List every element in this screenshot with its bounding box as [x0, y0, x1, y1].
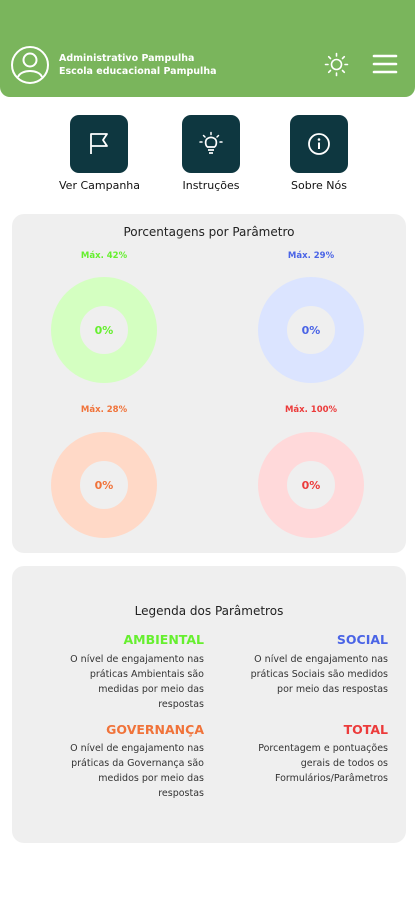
legend-desc-line: gerais de todos os	[300, 758, 388, 769]
app-header: Administrativo Pampulha Escola educacion…	[0, 0, 415, 97]
ver-campanha-label: Ver Campanha	[59, 179, 141, 192]
sobre-nos-button[interactable]: Sobre Nós	[279, 115, 359, 192]
legend-desc-line: O nível de engajamento nas	[70, 654, 204, 665]
donut-ambiental: 0%	[51, 277, 157, 383]
legend-desc-line: respostas	[158, 699, 204, 710]
legend-desc-line: medidos por meio das	[98, 773, 204, 784]
legend-desc-line: respostas	[158, 788, 204, 799]
legend-title: Legenda dos Parâmetros	[134, 604, 284, 618]
legend-desc-line: Formulários/Parâmetros	[274, 773, 388, 784]
legend-desc-line: medidas por meio das	[98, 684, 204, 695]
donut-ring-social	[258, 277, 364, 383]
legend-heading-governanca: GOVERNANÇA	[106, 722, 204, 737]
donut-social: 0%	[258, 277, 364, 383]
percentages-card: Porcentagens por Parâmetro Máx. 42% 0% M…	[12, 214, 406, 553]
legend-heading-ambiental: AMBIENTAL	[123, 632, 205, 647]
donut-ring-ambiental	[51, 277, 157, 383]
legend-desc-total: Porcentagem e pontuações gerais de todos…	[258, 741, 388, 786]
instrucoes-button[interactable]: Instruções	[171, 115, 251, 192]
max-label-governanca: Máx. 28%	[80, 405, 128, 415]
legend-card: Legenda dos Parâmetros AMBIENTAL O nível…	[12, 566, 406, 843]
legend-desc-line: práticas Ambientais são	[89, 669, 204, 680]
donut-governanca: 0%	[51, 432, 157, 538]
instrucoes-label: Instruções	[182, 179, 240, 192]
donut-value-total: 0%	[302, 479, 321, 492]
sobre-nos-label: Sobre Nós	[291, 179, 347, 192]
hamburger-menu-icon[interactable]	[372, 53, 398, 75]
legend-desc-line: O nível de engajamento nas	[254, 654, 388, 665]
user-avatar-icon[interactable]	[10, 45, 50, 85]
max-label-ambiental: Máx. 42%	[80, 251, 128, 261]
legend-desc-governanca: O nível de engajamento nas práticas da G…	[70, 741, 204, 801]
instructions-button-tile[interactable]	[182, 115, 240, 173]
legend-desc-line: por meio das respostas	[277, 684, 388, 695]
legend-desc-line: Porcentagem e pontuações	[258, 743, 388, 754]
header-text: Administrativo Pampulha Escola educacion…	[59, 52, 217, 78]
user-name: Administrativo Pampulha	[59, 53, 195, 64]
donut-ring-total	[258, 432, 364, 538]
campaign-button-tile[interactable]	[70, 115, 128, 173]
percentages-title: Porcentagens por Parâmetro	[123, 225, 295, 239]
school-name: Escola educacional Pampulha	[59, 66, 217, 77]
info-icon	[308, 133, 330, 155]
sun-icon[interactable]	[324, 52, 349, 77]
flag-icon	[90, 133, 108, 154]
donut-value-governanca: 0%	[95, 479, 114, 492]
legend-desc-line: práticas da Governança são	[71, 758, 204, 769]
legend-desc-ambiental: O nível de engajamento nas práticas Ambi…	[70, 652, 204, 712]
donut-value-social: 0%	[302, 324, 321, 337]
legend-desc-line: O nível de engajamento nas	[70, 743, 204, 754]
lightbulb-icon	[199, 131, 223, 154]
max-label-social: Máx. 29%	[287, 251, 335, 261]
donut-ring-governanca	[51, 432, 157, 538]
legend-heading-total: TOTAL	[343, 722, 388, 737]
legend-desc-social: O nível de engajamento nas práticas Soci…	[251, 652, 388, 697]
donut-total: 0%	[258, 432, 364, 538]
legend-desc-line: práticas Sociais são medidos	[250, 669, 388, 680]
legend-heading-social: SOCIAL	[336, 632, 388, 647]
ver-campanha-button[interactable]: Ver Campanha	[59, 115, 141, 192]
max-label-total: Máx. 100%	[284, 405, 338, 415]
donut-value-ambiental: 0%	[95, 324, 114, 337]
about-button-tile[interactable]	[290, 115, 348, 173]
